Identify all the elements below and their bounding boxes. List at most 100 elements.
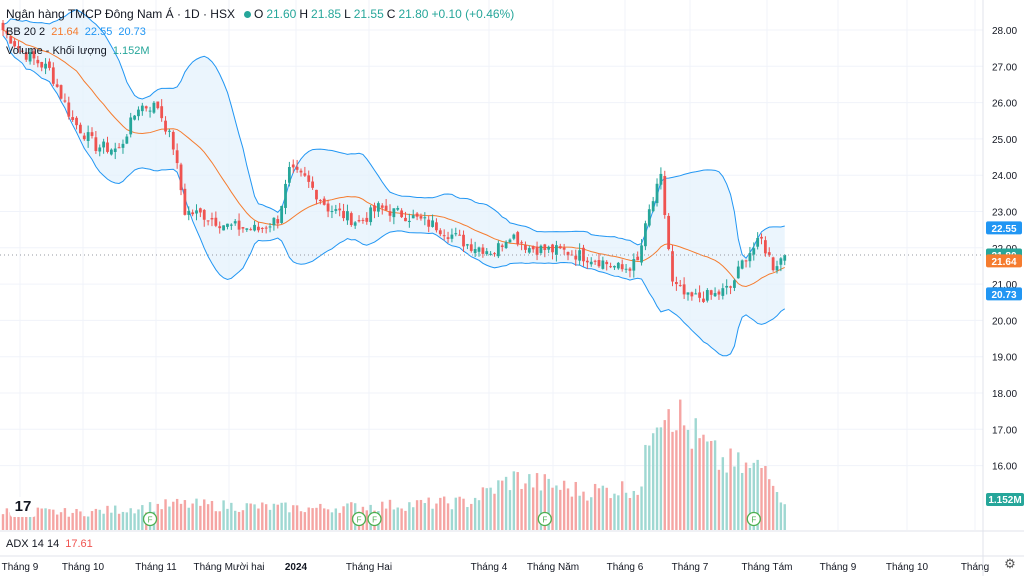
candle-body <box>752 248 756 255</box>
volume-bar <box>98 509 101 530</box>
price-tick-label: 19.00 <box>992 353 1017 364</box>
candle-body <box>241 227 245 229</box>
candle-body <box>257 226 260 231</box>
candle-body <box>373 205 376 212</box>
volume-bar <box>593 483 597 530</box>
volume-bar <box>427 497 430 530</box>
volume-bar <box>659 427 663 530</box>
volume-bar <box>292 505 295 530</box>
volume-bar <box>284 502 287 530</box>
volume-bar <box>264 504 268 530</box>
candle-body <box>489 253 493 255</box>
volume-bar <box>725 472 728 530</box>
candle-body <box>678 285 682 287</box>
volume-bar <box>106 505 109 530</box>
symbol-title[interactable]: Ngân hàng TMCP Đông Nam Á · 1D · HSX <box>6 7 235 21</box>
volume-bar <box>675 430 678 530</box>
candle-body <box>783 255 787 261</box>
volume-bar <box>520 488 523 530</box>
adx-legend[interactable]: ADX 14 14 17.61 <box>6 538 96 550</box>
candle-body <box>717 291 721 295</box>
candle-body <box>299 170 303 173</box>
candle-body <box>249 229 253 231</box>
volume-bar <box>555 485 558 530</box>
volume-bar <box>175 498 179 530</box>
volume-bar <box>63 508 67 530</box>
candle-body <box>462 234 465 247</box>
event-marker-icon: F <box>142 511 158 527</box>
volume-bar <box>412 507 415 530</box>
volume-bar <box>497 480 500 530</box>
candle-body <box>446 237 450 239</box>
price-tick-label: 28.00 <box>992 26 1017 37</box>
candle-body <box>562 247 566 250</box>
volume-bar <box>710 440 713 530</box>
volume-bar <box>117 513 121 530</box>
volume-bar <box>1 514 5 530</box>
time-tick-label: Tháng Hai <box>346 562 392 573</box>
volume-bar <box>307 507 310 530</box>
candle-body <box>574 255 578 260</box>
volume-bar <box>512 471 516 530</box>
candle-body <box>28 52 32 62</box>
price-grid: 28.0027.0026.0025.0024.0023.0022.0021.00… <box>0 26 1017 473</box>
volume-bar <box>114 505 117 530</box>
candle-body <box>276 219 280 224</box>
candle-body <box>5 31 9 34</box>
high-value: 21.85 <box>311 7 342 21</box>
volume-bar <box>744 462 748 530</box>
candle-body <box>148 110 152 112</box>
candle-body <box>435 222 438 231</box>
volume-bar <box>686 429 690 530</box>
volume-bar <box>210 500 214 530</box>
candle-body <box>539 245 543 253</box>
volume-bar <box>713 440 717 530</box>
volume-legend[interactable]: Volume - Khối lượng 1.152M <box>6 45 153 57</box>
tradingview-logo-icon[interactable]: 17 <box>10 497 36 517</box>
volume-bar <box>396 507 399 530</box>
volume-bar <box>17 513 20 530</box>
volume-bar <box>779 502 783 530</box>
volume-bar <box>679 399 682 530</box>
candle-body <box>137 109 140 117</box>
candle-body <box>628 268 632 271</box>
candle-body <box>9 36 13 44</box>
candle-body <box>613 265 616 268</box>
volume-bar <box>195 498 198 530</box>
volume-bar <box>597 488 601 530</box>
volume-bar <box>172 501 175 530</box>
candle-body <box>411 215 415 219</box>
volume-bar <box>245 503 249 530</box>
candle-body <box>442 235 446 237</box>
volume-bar <box>168 506 171 530</box>
volume-bar <box>36 507 40 530</box>
candle-body <box>570 254 574 256</box>
candle-body <box>330 211 334 213</box>
candle-body <box>674 281 678 285</box>
candle-body <box>191 212 195 215</box>
gear-icon[interactable]: ⚙ <box>1004 556 1016 571</box>
volume-bar <box>485 488 488 530</box>
volume-bar <box>392 509 396 530</box>
candle-body <box>659 173 663 185</box>
volume-bar <box>218 511 221 530</box>
volume-bar <box>667 409 670 530</box>
price-tick-label: 20.00 <box>992 316 1017 327</box>
candle-body <box>736 266 740 279</box>
volume-bar <box>67 516 70 530</box>
adx-value: 17.61 <box>65 538 93 550</box>
volume-bar <box>71 512 74 530</box>
candle-body <box>407 220 411 223</box>
volume-bar <box>350 502 353 530</box>
candle-body <box>380 205 384 208</box>
volume-bar <box>442 496 446 530</box>
candle-body <box>423 217 427 219</box>
bb-legend[interactable]: BB 20 2 21.64 22.55 20.73 <box>6 26 149 38</box>
volume-bar <box>783 504 786 530</box>
volume-bar <box>222 500 225 530</box>
candle-body <box>13 41 17 47</box>
time-tick-label: Tháng Tám <box>742 562 793 573</box>
candle-body <box>744 260 748 262</box>
candle-body <box>585 260 589 263</box>
